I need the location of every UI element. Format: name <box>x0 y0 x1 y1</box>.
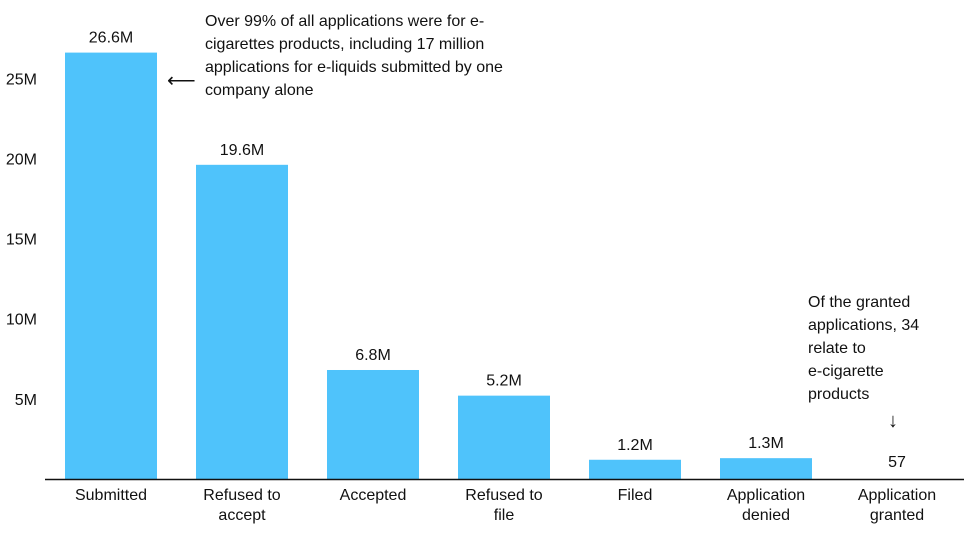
category-label-line: file <box>494 507 515 524</box>
category-label-line: Refused to <box>203 487 280 504</box>
granted-annotation-line: e-cigarette <box>808 363 884 380</box>
bar <box>458 395 550 479</box>
category-labels: Submitted Refused to accept Accepted Refused… <box>75 487 936 524</box>
y-tick-label: 15M <box>6 232 37 249</box>
category-label-line: Filed <box>618 487 653 504</box>
bar-value-label: 1.3M <box>748 435 784 452</box>
bar <box>196 164 288 479</box>
category-label: Application granted <box>858 487 936 524</box>
y-axis-ticks: 5M 10M 15M 20M 25M <box>6 71 37 409</box>
granted-annotation-line: Of the granted <box>808 294 911 311</box>
bars <box>65 52 812 480</box>
value-labels: 26.6M 19.6M 6.8M 5.2M 1.2M 1.3M 57 <box>89 30 906 471</box>
category-label-line: accept <box>218 507 266 524</box>
down-arrow-icon: ↓ <box>888 410 898 432</box>
category-label: Accepted <box>340 487 407 504</box>
category-label-line: denied <box>742 507 790 524</box>
granted-annotation-line: products <box>808 386 870 403</box>
granted-annotation: Of the granted applications, 34 relate t… <box>808 291 958 406</box>
bar-value-label: 57 <box>888 454 906 471</box>
category-label: Application denied <box>727 487 805 524</box>
bar-value-label: 5.2M <box>486 373 522 390</box>
y-tick-label: 10M <box>6 312 37 329</box>
category-label-line: granted <box>870 507 924 524</box>
category-label: Refused to file <box>465 487 542 524</box>
bar <box>65 52 157 480</box>
bar-value-label: 6.8M <box>355 347 391 364</box>
category-label-line: Accepted <box>340 487 407 504</box>
bar <box>589 459 681 479</box>
y-tick-label: 25M <box>6 71 37 88</box>
category-label: Refused to accept <box>203 487 280 524</box>
category-label-line: Submitted <box>75 487 147 504</box>
category-label-line: Application <box>858 487 936 504</box>
bar-value-label: 1.2M <box>617 437 653 454</box>
y-tick-label: 20M <box>6 151 37 168</box>
left-arrow-icon: ⟵ <box>167 70 196 92</box>
granted-annotation-line: applications, 34 <box>808 317 920 334</box>
category-label: Submitted <box>75 487 147 504</box>
category-label-line: Application <box>727 487 805 504</box>
submitted-annotation: Over 99% of all applications were for e-… <box>205 13 503 99</box>
bar-value-label: 19.6M <box>220 142 264 159</box>
bar <box>720 458 812 479</box>
bar <box>327 369 419 479</box>
granted-annotation-line: relate to <box>808 340 866 357</box>
category-label-line: Refused to <box>465 487 542 504</box>
bar-value-label: 26.6M <box>89 30 133 47</box>
category-label: Filed <box>618 487 653 504</box>
y-tick-label: 5M <box>15 392 37 409</box>
